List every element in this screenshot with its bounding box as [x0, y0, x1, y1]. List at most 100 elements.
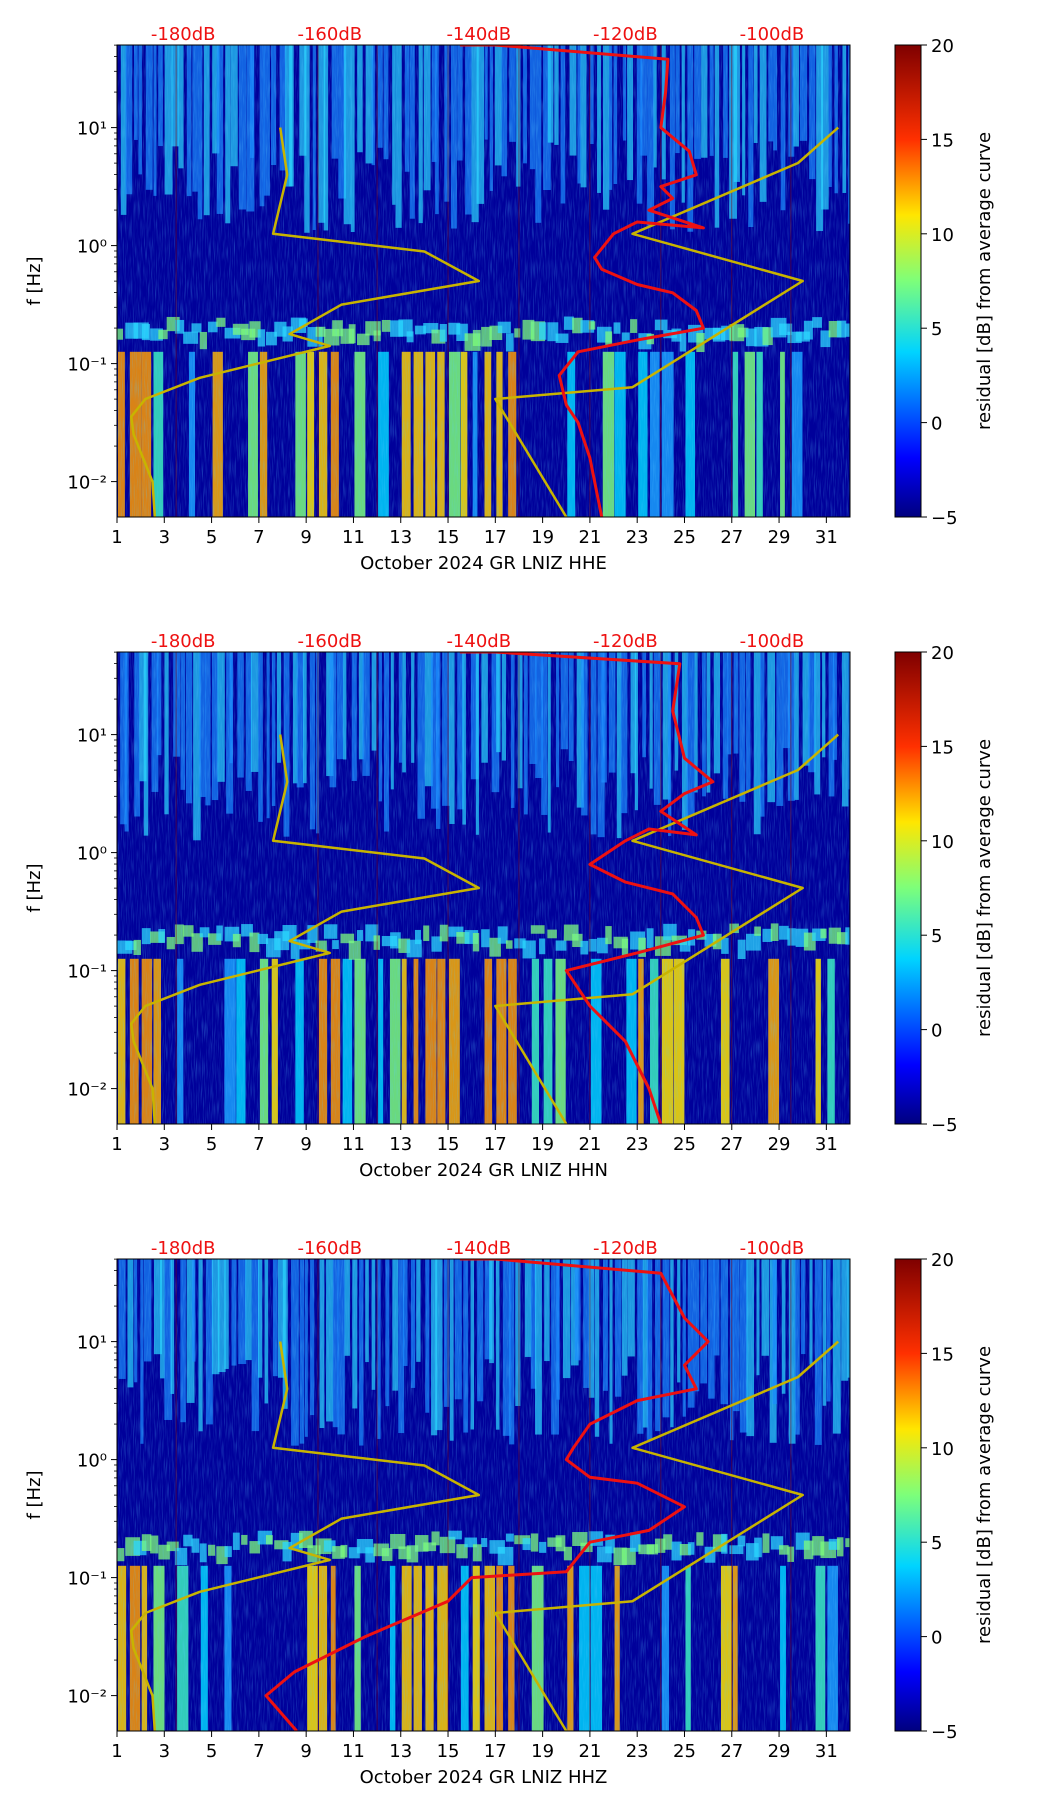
top-db-label: -140dB [446, 1238, 511, 1259]
colorbar-tick-label: 10 [931, 1439, 954, 1460]
colorbar-label: residual [dB] from average curve [974, 739, 995, 1037]
x-tick-label: 21 [578, 1134, 601, 1155]
x-tick-label: 19 [531, 1134, 554, 1155]
colorbar-tick-label: 20 [931, 643, 954, 664]
x-tick-label: 23 [626, 527, 649, 548]
x-tick-label: 1 [111, 1741, 122, 1762]
spectrogram-image [117, 652, 850, 1124]
x-tick-label: 31 [815, 527, 838, 548]
y-tick-label: 10⁻² [67, 1687, 107, 1708]
spectrogram-image [117, 1259, 850, 1731]
top-db-label: -100dB [740, 24, 805, 45]
x-tick-label: 15 [437, 527, 460, 548]
colorbar-label: residual [dB] from average curve [974, 132, 995, 430]
top-db-label: -160dB [297, 631, 362, 652]
series-line-2 [494, 1340, 840, 1731]
series-line-3 [459, 652, 715, 1124]
spectrogram-panel-1: 1 3 5 7 9 11 13 15 17 19 21 23 25 27 29 3110⁻²10⁻¹10⁰10… [24, 24, 995, 574]
x-tick-label: 29 [768, 1134, 791, 1155]
x-tick-label: 9 [300, 1741, 311, 1762]
x-tick-label: 17 [484, 1134, 507, 1155]
top-db-label: -120dB [593, 631, 658, 652]
x-tick-label: 5 [206, 527, 217, 548]
spectrogram-image [117, 45, 850, 517]
speckle-texture [117, 652, 850, 1124]
top-db-label: -100dB [740, 1238, 805, 1259]
x-tick-label: 21 [578, 1741, 601, 1762]
x-tick-label: 13 [389, 1134, 412, 1155]
x-tick-label: 23 [626, 1134, 649, 1155]
x-tick-label: 15 [437, 1134, 460, 1155]
colorbar-tick-label: −5 [931, 508, 958, 529]
x-tick-label: 19 [531, 527, 554, 548]
x-tick-label: 13 [389, 1741, 412, 1762]
y-tick-label: 10⁻¹ [67, 355, 107, 376]
top-db-label: -120dB [593, 24, 658, 45]
series-line-1 [129, 127, 481, 517]
x-tick-label: 13 [389, 527, 412, 548]
x-axis-label: October 2024 GR LNIZ HHZ [360, 1767, 608, 1788]
y-tick-label: 10⁰ [77, 237, 107, 258]
y-axis-label: f [Hz] [24, 256, 45, 305]
x-tick-label: 3 [159, 1741, 170, 1762]
speckle-texture [117, 45, 850, 517]
colorbar-tick-label: 15 [931, 737, 954, 758]
x-tick-label: 15 [437, 1741, 460, 1762]
colorbar [894, 651, 922, 1125]
x-tick-label: 29 [768, 527, 791, 548]
x-tick-label: 9 [300, 527, 311, 548]
x-tick-label: 3 [159, 527, 170, 548]
x-tick-label: 29 [768, 1741, 791, 1762]
colorbar-tick-label: 5 [931, 926, 942, 947]
series-line-1 [129, 734, 481, 1124]
series-line-2 [494, 126, 840, 517]
colorbar-tick-label: 10 [931, 225, 954, 246]
speckle-texture [117, 1259, 850, 1731]
colorbar [894, 1258, 922, 1732]
x-tick-label: 7 [253, 527, 264, 548]
colorbar-tick-label: 0 [931, 414, 942, 435]
top-db-label: -100dB [740, 631, 805, 652]
x-tick-label: 1 [111, 1134, 122, 1155]
x-tick-label: 19 [531, 1741, 554, 1762]
top-db-label: -160dB [297, 1238, 362, 1259]
x-tick-label: 3 [159, 1134, 170, 1155]
colorbar-label: residual [dB] from average curve [974, 1346, 995, 1644]
colorbar-tick-label: 10 [931, 832, 954, 853]
top-db-label: -160dB [297, 24, 362, 45]
top-db-label: -140dB [446, 24, 511, 45]
x-tick-label: 17 [484, 1741, 507, 1762]
top-db-label: -180dB [151, 1238, 216, 1259]
x-tick-label: 7 [253, 1134, 264, 1155]
x-tick-label: 23 [626, 1741, 649, 1762]
colorbar-tick-label: 0 [931, 1021, 942, 1042]
x-tick-label: 31 [815, 1741, 838, 1762]
x-tick-label: 25 [673, 527, 696, 548]
spectrogram-panel-2: 1 3 5 7 9 11 13 15 17 19 21 23 25 27 29 3110⁻²10⁻¹10⁰10… [24, 631, 995, 1181]
top-db-label: -180dB [151, 24, 216, 45]
y-tick-label: 10⁻¹ [67, 962, 107, 983]
x-tick-label: 5 [206, 1134, 217, 1155]
y-tick-label: 10⁰ [77, 844, 107, 865]
spectrogram-panel-3: 1 3 5 7 9 11 13 15 17 19 21 23 25 27 29 3110⁻²10⁻¹10⁰10… [24, 1238, 995, 1788]
series-line-1 [129, 1341, 481, 1731]
colorbar-tick-label: −5 [931, 1115, 958, 1136]
x-tick-label: 5 [206, 1741, 217, 1762]
y-tick-label: 10⁻² [67, 473, 107, 494]
colorbar-tick-label: 15 [931, 130, 954, 151]
x-tick-label: 27 [720, 1741, 743, 1762]
x-tick-label: 25 [673, 1134, 696, 1155]
series-line-2 [494, 733, 840, 1124]
x-tick-label: 1 [111, 527, 122, 548]
x-tick-label: 31 [815, 1134, 838, 1155]
series-line-3 [459, 45, 705, 517]
colorbar-tick-label: 5 [931, 319, 942, 340]
y-tick-label: 10⁻² [67, 1080, 107, 1101]
x-tick-label: 27 [720, 1134, 743, 1155]
x-tick-label: 25 [673, 1741, 696, 1762]
colorbar-tick-label: 20 [931, 1250, 954, 1271]
x-axis-label: October 2024 GR LNIZ HHE [360, 553, 607, 574]
y-axis-label: f [Hz] [24, 1470, 45, 1519]
x-tick-label: 27 [720, 527, 743, 548]
